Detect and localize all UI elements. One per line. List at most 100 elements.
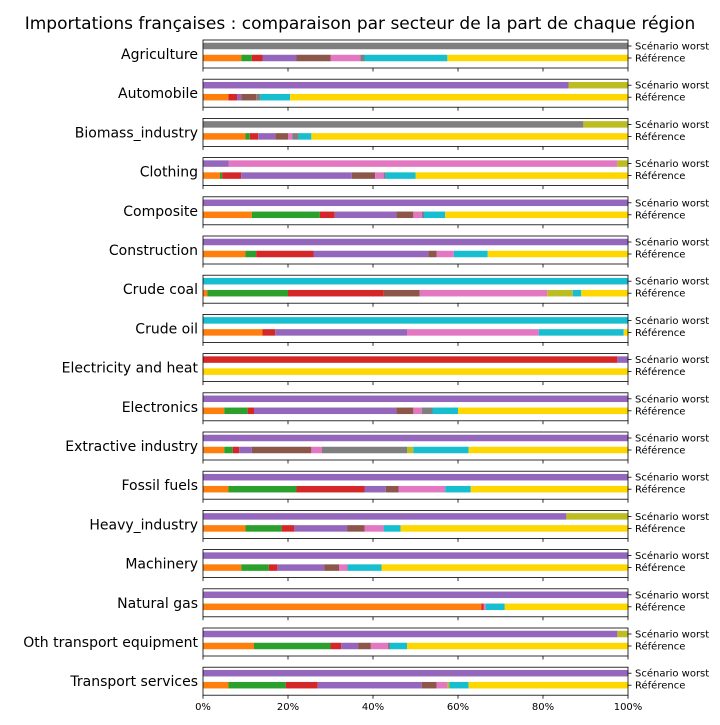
sector-panel: Transport services Scénario worstRéférenc… xyxy=(69,666,709,699)
bar-segment-reference xyxy=(203,603,482,611)
bar-segment-reference xyxy=(424,211,446,219)
bar-segment-reference xyxy=(290,93,628,101)
bar-segment-reference xyxy=(468,681,628,689)
sector-label: Fossil fuels xyxy=(121,478,198,494)
bar-segment-reference xyxy=(330,54,361,62)
bar-segment-reference xyxy=(251,211,320,219)
bar-label-reference: Référence xyxy=(635,327,685,339)
bar-segment-reference xyxy=(203,642,254,650)
bar-segment-reference xyxy=(245,525,282,532)
bar-segment-reference xyxy=(239,446,252,454)
bar-segment-reference xyxy=(385,485,399,493)
bar-segment-reference xyxy=(383,289,420,297)
bar-segment-reference xyxy=(203,172,220,179)
sector-label: Composite xyxy=(123,204,198,220)
bar-segment-reference xyxy=(256,250,314,258)
bar-label-worst: Scénario worst xyxy=(635,80,709,92)
x-tick-label: 60% xyxy=(447,702,469,713)
bar-segment-reference xyxy=(458,407,628,415)
sector-panel: Oth transport equipment Scénario worstRéf… xyxy=(23,627,709,660)
bar-segment-reference xyxy=(256,93,261,101)
bar-segment-reference xyxy=(449,681,469,689)
bar-segment-worst xyxy=(203,395,628,403)
bar-segment-reference xyxy=(419,289,548,297)
bar-segment-reference xyxy=(364,54,448,62)
panel-frame xyxy=(202,353,629,383)
panel-frame xyxy=(202,392,629,422)
bar-segment-reference xyxy=(254,407,397,415)
bar-segment-reference xyxy=(447,681,450,689)
bar-segment-worst xyxy=(203,238,628,246)
bar-segment-worst xyxy=(203,121,584,128)
bar-segment-worst xyxy=(203,42,628,50)
panel-frame xyxy=(202,549,629,578)
bar-label-reference: Référence xyxy=(635,209,685,221)
bar-segment-reference xyxy=(421,681,437,689)
bar-segment-reference xyxy=(245,250,257,258)
bar-label-worst: Scénario worst xyxy=(635,354,709,366)
bar-label-worst: Scénario worst xyxy=(635,668,709,680)
bar-segment-reference xyxy=(468,446,628,454)
bar-segment-worst xyxy=(617,356,628,363)
bar-segment-reference xyxy=(470,485,628,493)
bar-segment-reference xyxy=(228,93,237,101)
bar-segment-worst xyxy=(203,81,569,89)
bar-segment-reference xyxy=(228,681,286,689)
bar-segment-worst xyxy=(583,121,628,128)
bar-segment-reference xyxy=(241,93,257,101)
bar-label-worst: Scénario worst xyxy=(635,550,709,562)
bar-segment-reference xyxy=(413,446,469,454)
x-tick-label: 80% xyxy=(532,702,554,713)
bar-segment-reference xyxy=(262,329,276,336)
bar-label-reference: Référence xyxy=(635,92,685,104)
bar-segment-worst xyxy=(203,356,618,363)
panel-frame xyxy=(202,666,629,696)
panel-frame xyxy=(202,157,629,187)
panel-frame xyxy=(202,118,629,147)
bar-segment-worst xyxy=(203,552,628,559)
bar-segment-reference xyxy=(383,525,401,532)
bar-segment-reference xyxy=(254,642,331,650)
bar-label-worst: Scénario worst xyxy=(635,629,709,641)
bar-segment-reference xyxy=(222,172,242,179)
panel-frame xyxy=(202,235,629,265)
bar-segment-reference xyxy=(313,250,429,258)
bar-label-reference: Référence xyxy=(635,562,685,574)
bar-segment-reference xyxy=(504,603,628,611)
bar-segment-reference xyxy=(483,603,486,611)
bar-segment-worst xyxy=(203,434,628,442)
bar-segment-reference xyxy=(339,564,348,571)
bar-segment-reference xyxy=(445,211,628,219)
bar-segment-reference xyxy=(203,250,246,258)
bar-segment-reference xyxy=(364,525,384,532)
bar-segment-reference xyxy=(260,93,291,101)
sector-label: Biomass_industry xyxy=(75,125,198,141)
bar-segment-reference xyxy=(285,681,318,689)
bar-label-worst: Scénario worst xyxy=(635,511,709,523)
bar-segment-reference xyxy=(292,133,299,140)
bar-segment-reference xyxy=(220,172,223,179)
sector-label: Electronics xyxy=(122,400,198,416)
bar-label-reference: Référence xyxy=(635,249,685,261)
bar-segment-reference xyxy=(251,446,312,454)
bar-segment-reference xyxy=(262,54,297,62)
bar-segment-reference xyxy=(413,407,422,415)
sector-label: Electricity and heat xyxy=(62,361,199,377)
bar-label-reference: Référence xyxy=(635,484,685,496)
bar-segment-reference xyxy=(275,133,288,140)
panel-frame xyxy=(202,431,629,461)
bar-segment-reference xyxy=(268,564,278,571)
bar-segment-reference xyxy=(288,289,384,297)
bar-segment-reference xyxy=(251,54,263,62)
bar-segment-reference xyxy=(407,446,414,454)
bar-label-worst: Scénario worst xyxy=(635,158,709,170)
bar-segment-reference xyxy=(203,446,225,454)
panel-frame xyxy=(202,588,629,618)
bar-segment-reference xyxy=(247,407,254,415)
bar-label-reference: Référence xyxy=(635,288,685,300)
